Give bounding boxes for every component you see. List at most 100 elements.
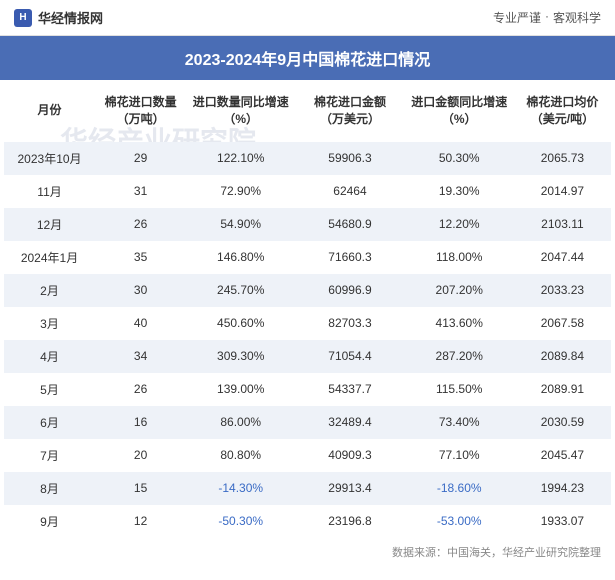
cell-qty_growth: 309.30% xyxy=(186,340,295,373)
cell-month: 2月 xyxy=(4,274,95,307)
cell-avg: 1933.07 xyxy=(514,505,611,538)
cell-value: 29913.4 xyxy=(295,472,404,505)
tagline-left: 专业严谨 xyxy=(493,9,541,26)
cell-qty: 26 xyxy=(95,208,186,241)
data-table: 月份 棉花进口数量（万吨） 进口数量同比增速（%） 棉花进口金额（万美元） 进口… xyxy=(4,80,611,538)
cell-avg: 1994.23 xyxy=(514,472,611,505)
cell-month: 12月 xyxy=(4,208,95,241)
cell-value: 59906.3 xyxy=(295,142,404,175)
data-table-container: 月份 棉花进口数量（万吨） 进口数量同比增速（%） 棉花进口金额（万美元） 进口… xyxy=(0,80,615,538)
col-header-qty: 棉花进口数量（万吨） xyxy=(95,80,186,142)
col-header-value: 棉花进口金额（万美元） xyxy=(295,80,404,142)
cell-avg: 2067.58 xyxy=(514,307,611,340)
site-name: 华经情报网 xyxy=(38,8,103,27)
table-row: 7月2080.80%40909.377.10%2045.47 xyxy=(4,439,611,472)
cell-month: 9月 xyxy=(4,505,95,538)
logo-icon: H xyxy=(14,9,32,27)
cell-value_growth: 77.10% xyxy=(405,439,514,472)
cell-month: 8月 xyxy=(4,472,95,505)
cell-value: 40909.3 xyxy=(295,439,404,472)
cell-month: 2023年10月 xyxy=(4,142,95,175)
cell-avg: 2065.73 xyxy=(514,142,611,175)
cell-month: 5月 xyxy=(4,373,95,406)
cell-qty: 31 xyxy=(95,175,186,208)
table-title: 2023-2024年9月中国棉花进口情况 xyxy=(0,36,615,80)
cell-qty_growth: 72.90% xyxy=(186,175,295,208)
site-brand: H 华经情报网 xyxy=(14,8,103,27)
cell-avg: 2103.11 xyxy=(514,208,611,241)
cell-value: 71054.4 xyxy=(295,340,404,373)
cell-value: 82703.3 xyxy=(295,307,404,340)
cell-avg: 2045.47 xyxy=(514,439,611,472)
table-header-row: 月份 棉花进口数量（万吨） 进口数量同比增速（%） 棉花进口金额（万美元） 进口… xyxy=(4,80,611,142)
cell-qty_growth: 86.00% xyxy=(186,406,295,439)
cell-qty: 15 xyxy=(95,472,186,505)
cell-value: 60996.9 xyxy=(295,274,404,307)
cell-value: 32489.4 xyxy=(295,406,404,439)
cell-value_growth: 12.20% xyxy=(405,208,514,241)
col-header-month: 月份 xyxy=(4,80,95,142)
cell-value_growth: 115.50% xyxy=(405,373,514,406)
table-row: 9月12-50.30%23196.8-53.00%1933.07 xyxy=(4,505,611,538)
col-header-qty-growth: 进口数量同比增速（%） xyxy=(186,80,295,142)
cell-value: 54680.9 xyxy=(295,208,404,241)
cell-value: 62464 xyxy=(295,175,404,208)
cell-value: 71660.3 xyxy=(295,241,404,274)
table-row: 11月3172.90%6246419.30%2014.97 xyxy=(4,175,611,208)
cell-avg: 2089.84 xyxy=(514,340,611,373)
table-row: 3月40450.60%82703.3413.60%2067.58 xyxy=(4,307,611,340)
tagline-right: 客观科学 xyxy=(553,9,601,26)
cell-qty: 29 xyxy=(95,142,186,175)
cell-qty: 20 xyxy=(95,439,186,472)
cell-qty: 40 xyxy=(95,307,186,340)
table-body: 2023年10月29122.10%59906.350.30%2065.7311月… xyxy=(4,142,611,538)
cell-month: 2024年1月 xyxy=(4,241,95,274)
table-row: 8月15-14.30%29913.4-18.60%1994.23 xyxy=(4,472,611,505)
cell-value_growth: 118.00% xyxy=(405,241,514,274)
cell-month: 6月 xyxy=(4,406,95,439)
cell-value_growth: 50.30% xyxy=(405,142,514,175)
cell-value_growth: 19.30% xyxy=(405,175,514,208)
tagline-sep: · xyxy=(545,9,549,26)
cell-avg: 2014.97 xyxy=(514,175,611,208)
table-row: 2月30245.70%60996.9207.20%2033.23 xyxy=(4,274,611,307)
cell-qty_growth: 146.80% xyxy=(186,241,295,274)
cell-month: 3月 xyxy=(4,307,95,340)
cell-month: 4月 xyxy=(4,340,95,373)
cell-qty_growth: 80.80% xyxy=(186,439,295,472)
cell-value_growth: -18.60% xyxy=(405,472,514,505)
cell-qty_growth: 122.10% xyxy=(186,142,295,175)
cell-qty: 30 xyxy=(95,274,186,307)
cell-qty_growth: -50.30% xyxy=(186,505,295,538)
cell-qty_growth: 450.60% xyxy=(186,307,295,340)
cell-value: 23196.8 xyxy=(295,505,404,538)
cell-qty: 26 xyxy=(95,373,186,406)
cell-avg: 2033.23 xyxy=(514,274,611,307)
cell-value: 54337.7 xyxy=(295,373,404,406)
cell-avg: 2089.91 xyxy=(514,373,611,406)
cell-value_growth: -53.00% xyxy=(405,505,514,538)
cell-qty: 35 xyxy=(95,241,186,274)
table-row: 2024年1月35146.80%71660.3118.00%2047.44 xyxy=(4,241,611,274)
table-row: 6月1686.00%32489.473.40%2030.59 xyxy=(4,406,611,439)
cell-avg: 2030.59 xyxy=(514,406,611,439)
cell-value_growth: 287.20% xyxy=(405,340,514,373)
cell-value_growth: 73.40% xyxy=(405,406,514,439)
cell-month: 7月 xyxy=(4,439,95,472)
page-header: H 华经情报网 专业严谨 · 客观科学 xyxy=(0,0,615,36)
col-header-value-growth: 进口金额同比增速（%） xyxy=(405,80,514,142)
table-row: 4月34309.30%71054.4287.20%2089.84 xyxy=(4,340,611,373)
col-header-avg: 棉花进口均价（美元/吨） xyxy=(514,80,611,142)
cell-qty: 12 xyxy=(95,505,186,538)
cell-avg: 2047.44 xyxy=(514,241,611,274)
cell-qty_growth: -14.30% xyxy=(186,472,295,505)
cell-value_growth: 413.60% xyxy=(405,307,514,340)
site-tagline: 专业严谨 · 客观科学 xyxy=(493,9,601,26)
table-row: 2023年10月29122.10%59906.350.30%2065.73 xyxy=(4,142,611,175)
cell-qty: 34 xyxy=(95,340,186,373)
cell-qty_growth: 54.90% xyxy=(186,208,295,241)
cell-value_growth: 207.20% xyxy=(405,274,514,307)
cell-qty: 16 xyxy=(95,406,186,439)
data-source-footer: 数据来源：中国海关，华经产业研究院整理 xyxy=(0,538,615,560)
cell-qty_growth: 139.00% xyxy=(186,373,295,406)
